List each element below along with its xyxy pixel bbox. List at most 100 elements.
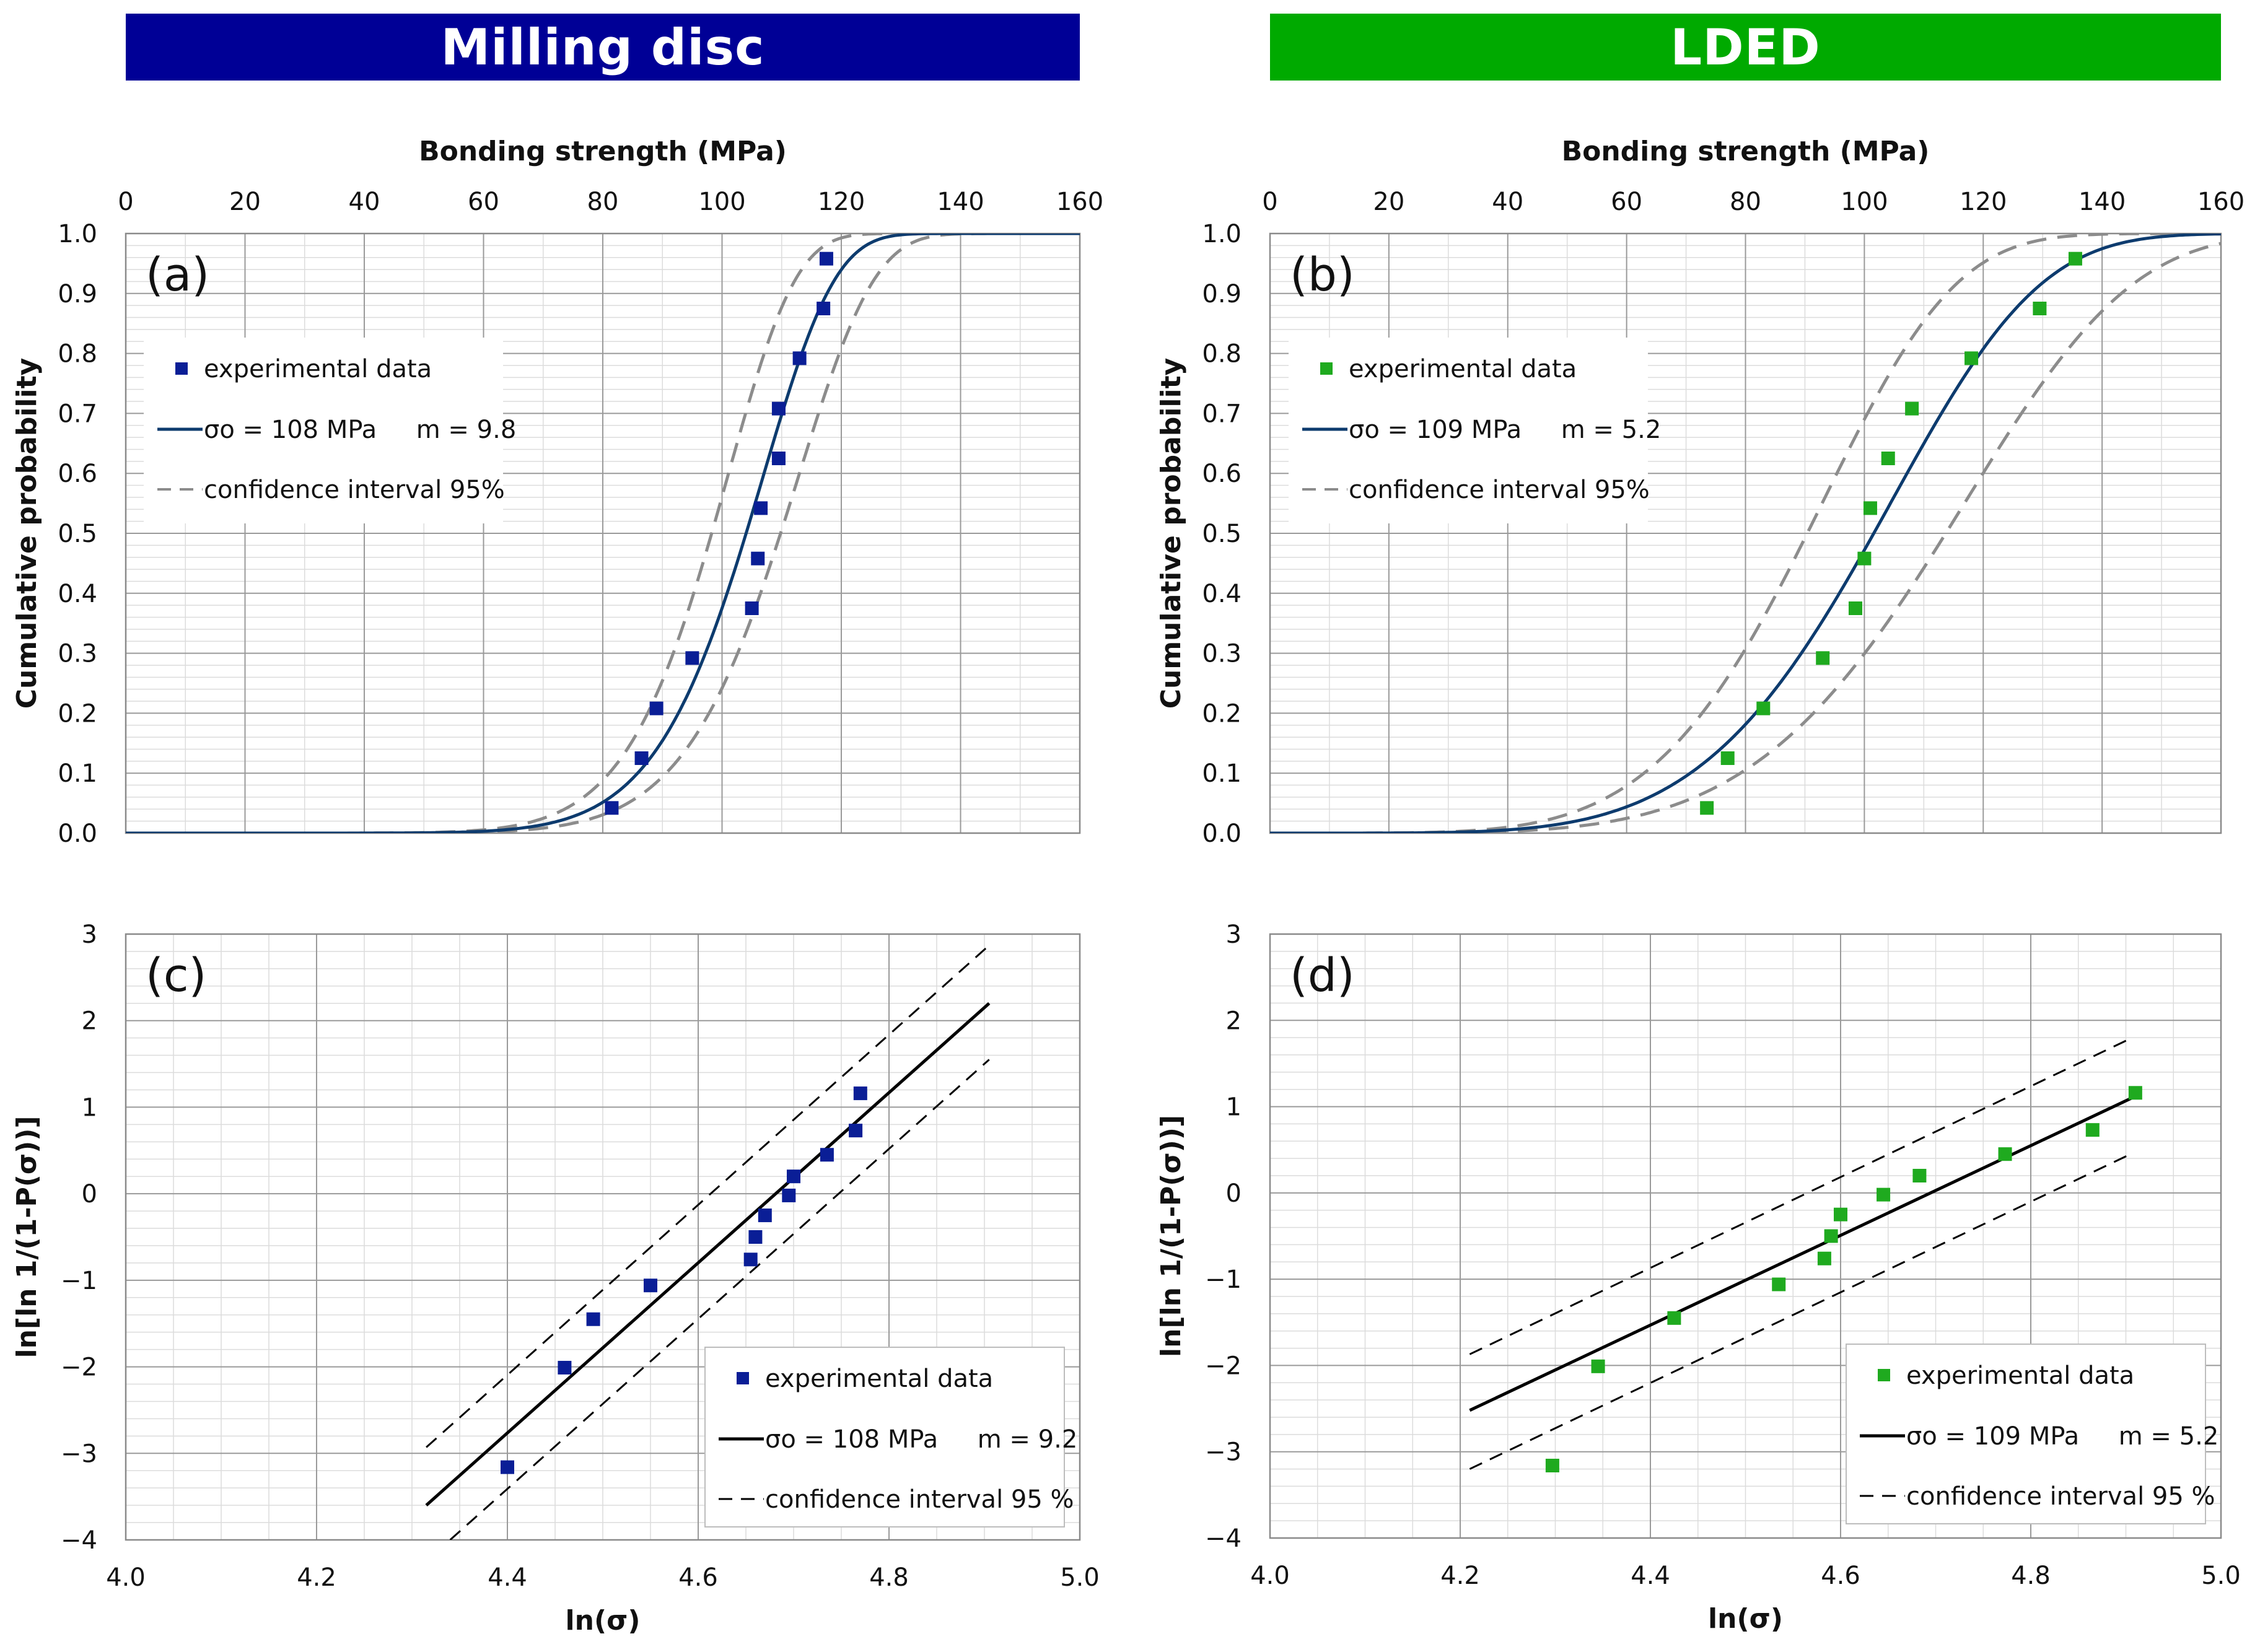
plot-frame bbox=[1269, 232, 2222, 834]
data-point bbox=[792, 351, 807, 365]
x-tick-label: 80 bbox=[1730, 188, 1761, 216]
data-point bbox=[771, 401, 786, 416]
data-point bbox=[586, 1312, 600, 1326]
y-tick-label: −4 bbox=[61, 1526, 97, 1555]
data-point bbox=[1816, 651, 1830, 665]
y-tick-label: 0.3 bbox=[1202, 640, 1242, 668]
legend-entry: confidence interval 95 % bbox=[765, 1485, 1074, 1514]
y-tick-label: 2 bbox=[82, 1007, 97, 1036]
data-layer bbox=[126, 234, 1080, 833]
y-tick-label: −2 bbox=[61, 1353, 97, 1382]
confidence-line bbox=[426, 945, 990, 1448]
y-tick-label: 0.9 bbox=[1202, 280, 1242, 308]
y-tick-label: 0.7 bbox=[58, 400, 97, 428]
legend-entry: σo = 108 MPa m = 9.8 bbox=[204, 416, 516, 444]
y-tick-label: 2 bbox=[1226, 1007, 1242, 1035]
y-tick-label: 0.7 bbox=[1202, 400, 1242, 428]
y-tick-label: −4 bbox=[1205, 1524, 1242, 1553]
legend-entry: σo = 108 MPa m = 9.2 bbox=[765, 1425, 1077, 1454]
data-point bbox=[743, 1252, 758, 1267]
x-tick-label: 4.2 bbox=[1440, 1562, 1480, 1590]
legend-entry: confidence interval 95 % bbox=[1906, 1482, 2215, 1511]
x-axis-label: Bonding strength (MPa) bbox=[419, 136, 787, 167]
y-axis-label: ln[ln 1/(1-P(σ))] bbox=[11, 1116, 43, 1358]
y-tick-label: −1 bbox=[61, 1267, 97, 1295]
x-tick-label: 4.8 bbox=[2011, 1562, 2051, 1590]
plot-frame bbox=[125, 933, 1081, 1541]
y-axis-label: Cumulative probability bbox=[11, 358, 43, 709]
legend-entry: experimental data bbox=[765, 1365, 993, 1393]
x-axis-label: ln(σ) bbox=[566, 1605, 641, 1637]
data-point bbox=[2068, 251, 2082, 266]
banner-milling-disc: Milling disc bbox=[126, 14, 1080, 81]
legend-entry: experimental data bbox=[1906, 1361, 2134, 1390]
y-tick-label: 0.1 bbox=[58, 759, 97, 788]
y-tick-label: −1 bbox=[1205, 1265, 1242, 1294]
x-tick-label: 100 bbox=[1841, 188, 1888, 216]
y-axis-label: ln[ln 1/(1-P(σ))] bbox=[1155, 1115, 1187, 1357]
legend: experimental data σo = 109 MPa m = 5.2 con… bbox=[1289, 338, 1661, 523]
x-tick-label: 20 bbox=[1373, 188, 1404, 216]
legend-marker-points bbox=[175, 362, 188, 375]
y-tick-label: 0.0 bbox=[58, 819, 97, 848]
x-tick-label: 160 bbox=[2197, 188, 2245, 216]
x-tick-label: 4.6 bbox=[1821, 1562, 1860, 1590]
x-tick-label: 120 bbox=[818, 188, 865, 216]
regression-line bbox=[1469, 1095, 2136, 1412]
legend: experimental data σo = 108 MPa m = 9.2 con… bbox=[704, 1347, 1077, 1527]
y-tick-label: 1.0 bbox=[1202, 220, 1242, 248]
data-point bbox=[782, 1188, 796, 1202]
data-point bbox=[819, 251, 833, 266]
data-point bbox=[1964, 351, 1979, 365]
y-tick-label: 0.5 bbox=[58, 520, 97, 548]
legend-marker-points bbox=[737, 1372, 749, 1384]
data-point bbox=[1667, 1311, 1681, 1325]
data-point bbox=[2085, 1123, 2100, 1137]
confidence-line bbox=[1469, 1038, 2131, 1355]
data-layer bbox=[425, 945, 991, 1540]
legend-box bbox=[144, 338, 503, 523]
y-tick-label: 0.8 bbox=[1202, 340, 1242, 369]
data-point bbox=[605, 801, 619, 815]
data-layer bbox=[1469, 1038, 2142, 1472]
legend-entry: confidence interval 95% bbox=[1349, 476, 1650, 504]
x-tick-label: 140 bbox=[2078, 188, 2126, 216]
data-point bbox=[1998, 1147, 2012, 1161]
data-point bbox=[2033, 302, 2047, 315]
x-tick-label: 5.0 bbox=[2201, 1562, 2241, 1590]
legend: experimental data σo = 109 MPa m = 5.2 con… bbox=[1846, 1344, 2218, 1524]
legend-entry: experimental data bbox=[1349, 355, 1577, 383]
data-point bbox=[1863, 501, 1877, 515]
panel-label: (c) bbox=[146, 949, 206, 1002]
y-tick-label: 1 bbox=[82, 1093, 97, 1122]
x-tick-label: 140 bbox=[937, 188, 984, 216]
legend-box bbox=[704, 1347, 1065, 1527]
weibull-fit-curve bbox=[126, 234, 1080, 833]
y-tick-label: 0.8 bbox=[58, 340, 97, 369]
data-point bbox=[817, 302, 831, 315]
data-layer bbox=[1270, 234, 2221, 833]
x-tick-label: 4.4 bbox=[1631, 1562, 1670, 1590]
x-tick-label: 0 bbox=[1262, 188, 1277, 216]
y-tick-label: 0.4 bbox=[58, 580, 97, 608]
data-point bbox=[1848, 601, 1862, 615]
x-tick-label: 4.0 bbox=[1250, 1562, 1290, 1590]
data-point bbox=[748, 1230, 763, 1244]
data-point bbox=[1905, 401, 1919, 416]
data-point bbox=[644, 1278, 657, 1293]
panel-label: (d) bbox=[1290, 949, 1355, 1002]
data-point bbox=[1881, 452, 1895, 465]
y-tick-label: 0 bbox=[82, 1180, 97, 1208]
x-tick-label: 60 bbox=[468, 188, 499, 216]
data-point bbox=[1834, 1207, 1847, 1222]
data-point bbox=[853, 1086, 867, 1101]
data-point bbox=[849, 1124, 863, 1138]
y-tick-label: 0.5 bbox=[1202, 520, 1242, 548]
y-tick-label: −3 bbox=[1205, 1438, 1242, 1467]
x-tick-label: 20 bbox=[229, 188, 261, 216]
x-tick-label: 120 bbox=[1960, 188, 2007, 216]
plot-frame bbox=[1269, 933, 2222, 1539]
panel-label: (b) bbox=[1290, 248, 1355, 302]
data-point bbox=[1756, 701, 1771, 715]
legend-box bbox=[1846, 1344, 2206, 1524]
